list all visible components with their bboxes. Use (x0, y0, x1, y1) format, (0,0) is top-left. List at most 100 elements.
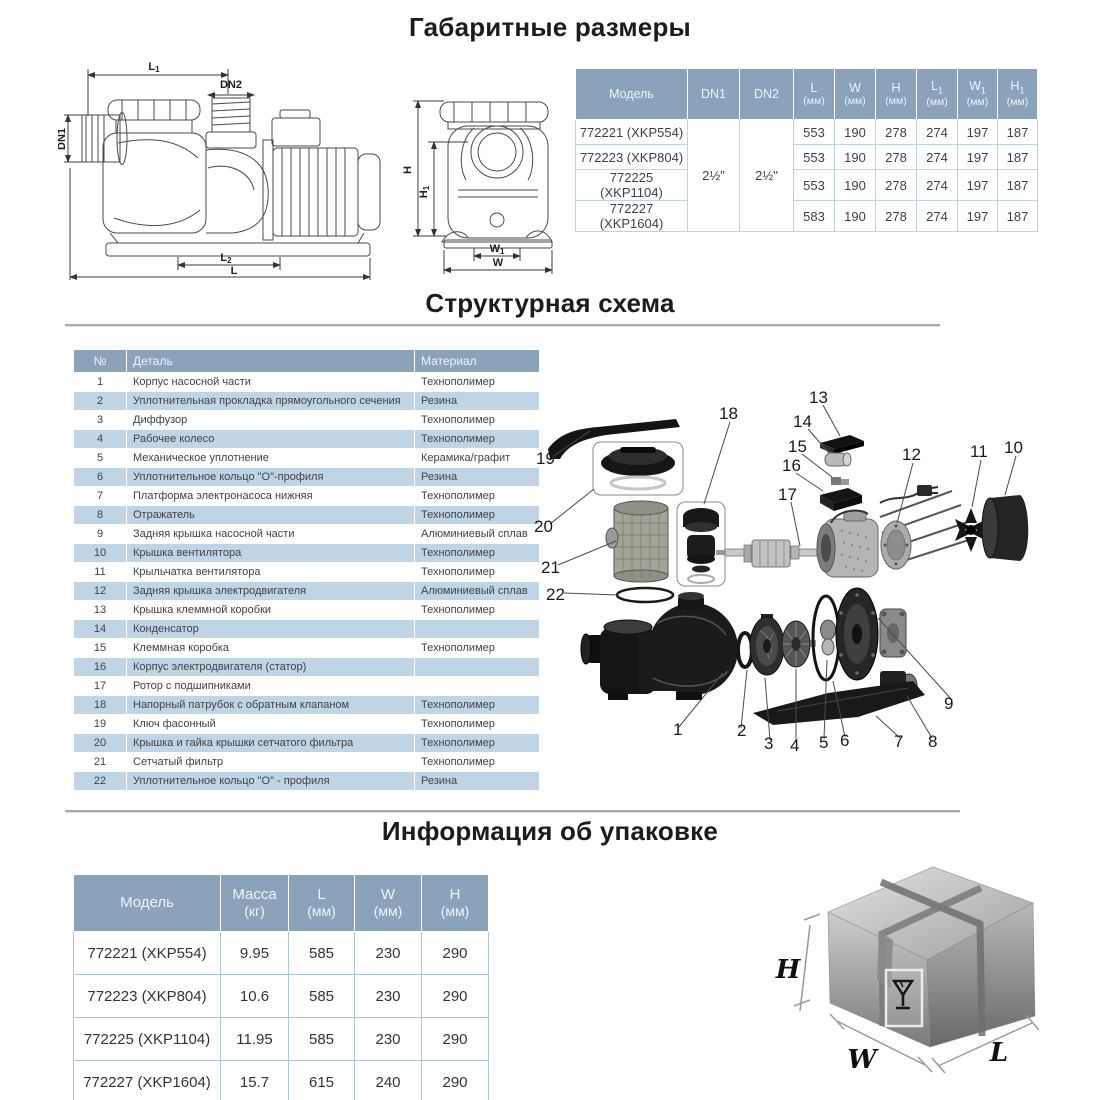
part-name-cell: Уплотнительное кольцо "О"-профиля (126, 467, 415, 487)
part-number-12: 12 (902, 445, 921, 464)
parts-table-row: 10 Крышка вентилятора Технополимер (73, 543, 540, 563)
height-cell: 290 (421, 1017, 489, 1061)
col-part-number: № (73, 349, 127, 373)
part-number-cell: 13 (73, 600, 127, 620)
part-number-cell: 16 (73, 657, 127, 677)
packaging-table: Модель Масса (кг) L (мм) W (мм) H (мм) 77222… (73, 874, 489, 1100)
col-h: H (мм) (875, 68, 917, 120)
parts-table-row: 4 Рабочее колесо Технополимер (73, 429, 540, 449)
parts-table-row: 12 Задняя крышка электродвигателя Алюмин… (73, 581, 540, 601)
parts-table-row: 7 Платформа электронасоса нижняя Технопо… (73, 486, 540, 506)
model-cell: 772225 (XKP1104) (575, 169, 688, 201)
value-cell: 187 (997, 169, 1038, 201)
part-name-cell: Корпус электродвигателя (статор) (126, 657, 415, 677)
value-cell: 274 (916, 144, 958, 170)
length-cell: 585 (288, 974, 355, 1018)
part-name-cell: Рабочее колесо (126, 429, 415, 449)
dimensions-row: 772227 (XKP1604) 583 190 278 274 197 187 (575, 200, 1038, 232)
parts-table-header-row: № Деталь Материал (73, 349, 540, 373)
value-cell: 190 (834, 119, 876, 145)
carton-box (827, 866, 1036, 1048)
width-cell: 230 (354, 1017, 422, 1061)
svg-text:W: W (493, 257, 504, 269)
section-title-structure: Структурная схема (425, 288, 675, 318)
col-model: Модель (575, 68, 688, 120)
part-number-17: 17 (778, 485, 797, 504)
dimension-dn2: DN2 (207, 79, 255, 98)
part-number-15: 15 (788, 437, 807, 456)
part-material-cell: Алюминиевый сплав (414, 581, 540, 601)
spanner-wrench-part (548, 419, 680, 459)
parts-table-row: 21 Сетчатый фильтр Технополимер (73, 752, 540, 772)
part-name-cell: Клеммная коробка (126, 638, 415, 658)
col-l: L (мм) (793, 68, 835, 120)
dimension-h1: H1 (418, 141, 468, 237)
part-name-cell: Механическое уплотнение (126, 448, 415, 468)
box-dimension-h: H (775, 913, 821, 1012)
value-cell: 187 (997, 200, 1038, 232)
length-cell: 615 (288, 1060, 355, 1100)
part-number-14: 14 (793, 412, 812, 431)
part-material-cell: Технополимер (414, 410, 540, 430)
section-title-packaging: Информация об упаковке (381, 816, 719, 846)
part-number-20: 20 (534, 517, 553, 536)
fragile-icon (884, 968, 924, 1028)
diffuser-part (749, 614, 785, 676)
part-number-cell: 14 (73, 619, 127, 639)
width-cell: 230 (354, 931, 422, 975)
o-ring-filter-part (615, 586, 675, 604)
value-cell: 274 (916, 169, 958, 201)
part-material-cell: Технополимер (414, 752, 540, 772)
part-name-cell: Крышка клеммной коробки (126, 600, 415, 620)
dimensions-table-header-row: Модель DN1 DN2 L (мм) W (мм) H (мм) L1 (мм) … (575, 68, 1038, 120)
mass-cell: 15.7 (220, 1060, 289, 1100)
part-material-cell: Технополимер (414, 600, 540, 620)
col-w: W (мм) (354, 874, 422, 932)
model-cell: 772227 (XKP1604) (73, 1060, 221, 1100)
parts-table-row: 5 Механическое уплотнение Керамика/графи… (73, 448, 540, 468)
parts-table-row: 6 Уплотнительное кольцо "О"-профиля Рези… (73, 467, 540, 487)
value-cell: 187 (997, 119, 1038, 145)
mechanical-seal-part (820, 619, 836, 656)
part-number-cell: 9 (73, 524, 127, 544)
svg-text:H1: H1 (418, 185, 431, 198)
model-cell: 772225 (XKP1104) (73, 1017, 221, 1061)
part-material-cell: Технополимер (414, 638, 540, 658)
packaging-table-row: 772225 (XKP1104) 11.95 585 230 290 (73, 1017, 489, 1061)
box-dimension-l: L (931, 1014, 1040, 1074)
part-number-21: 21 (541, 558, 560, 577)
capacitor-part (824, 452, 852, 467)
model-cell: 772221 (XKP554) (73, 931, 221, 975)
part-number-3: 3 (764, 734, 773, 753)
terminal-box-part (820, 488, 862, 511)
part-number-19: 19 (536, 449, 555, 468)
part-material-cell: Технополимер (414, 429, 540, 449)
part-name-cell: Уплотнительное кольцо "О" - профиля (126, 771, 415, 791)
value-cell: 553 (793, 144, 835, 170)
height-cell: 290 (421, 974, 489, 1018)
parts-table-row: 1 Корпус насосной части Технополимер (73, 372, 540, 392)
part-material-cell: Технополимер (414, 543, 540, 563)
svg-text:DN2: DN2 (220, 79, 242, 91)
part-material-cell: Технополимер (414, 733, 540, 753)
part-number-8: 8 (928, 732, 937, 751)
value-cell: 274 (916, 200, 958, 232)
part-number-cell: 4 (73, 429, 127, 449)
svg-text:H: H (402, 166, 414, 174)
parts-table-row: 19 Ключ фасонный Технополимер (73, 714, 540, 734)
part-material-cell: Резина (414, 467, 540, 487)
part-name-cell: Напорный патрубок с обратным клапаном (126, 695, 415, 715)
part-material-cell (414, 676, 540, 696)
dimensions-row: 772225 (XKP1104) 553 190 278 274 197 187 (575, 169, 1038, 201)
pump-housing-part (580, 592, 738, 700)
value-cell: 278 (875, 144, 917, 170)
parts-table-row: 14 Конденсатор (73, 619, 540, 639)
pump-rear-cover-part (835, 587, 907, 681)
value-cell: 553 (793, 119, 835, 145)
part-name-cell: Конденсатор (126, 619, 415, 639)
part-name-cell: Крышка и гайка крышки сетчатого фильтра (126, 733, 415, 753)
value-cell: 583 (793, 200, 835, 232)
part-material-cell: Технополимер (414, 505, 540, 525)
box-dimension-w: W (829, 1013, 933, 1075)
part-number-cell: 17 (73, 676, 127, 696)
